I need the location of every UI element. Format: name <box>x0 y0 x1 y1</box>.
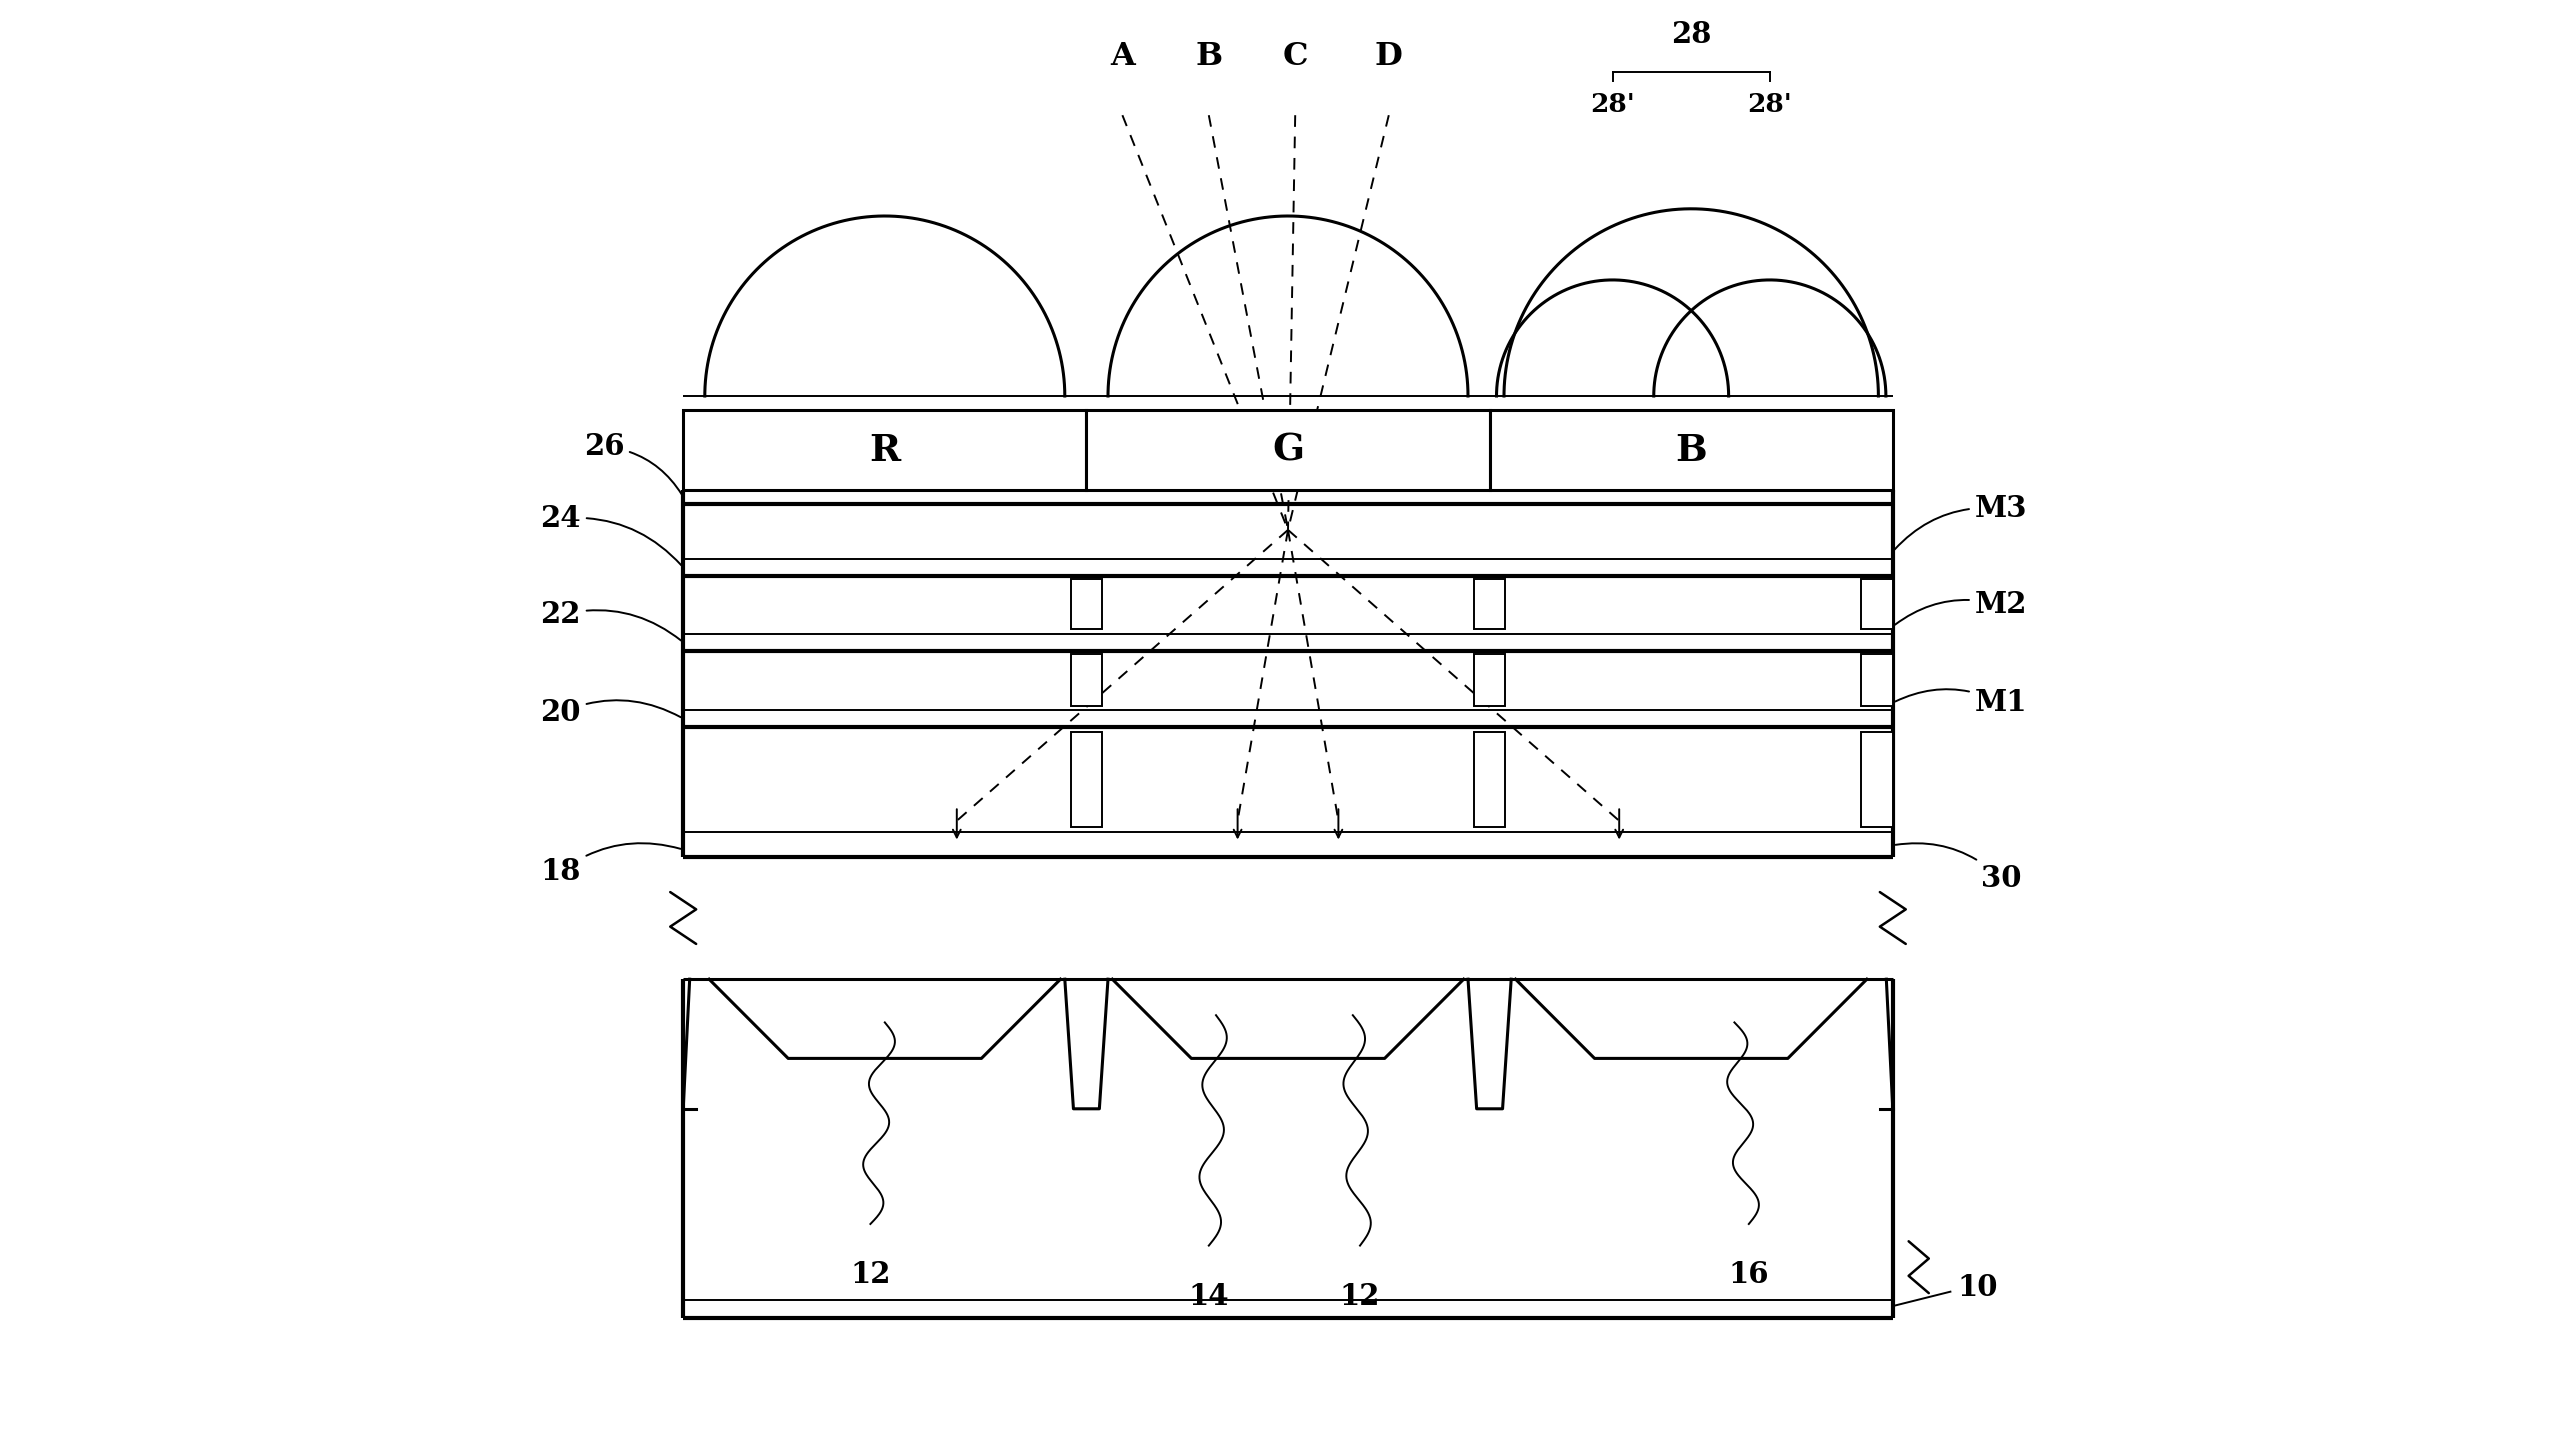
Text: 22: 22 <box>541 600 680 641</box>
Text: A: A <box>1110 40 1136 72</box>
Bar <box>1860 654 1893 706</box>
Text: 20: 20 <box>541 698 680 727</box>
Text: D: D <box>1376 40 1404 72</box>
Bar <box>1072 654 1103 706</box>
Text: M1: M1 <box>1896 688 2027 717</box>
Text: 12: 12 <box>1340 1282 1381 1310</box>
Text: M2: M2 <box>1896 590 2027 625</box>
Text: 16: 16 <box>1728 1260 1770 1289</box>
Text: 28': 28' <box>1589 92 1636 117</box>
Text: 30: 30 <box>1896 844 2022 893</box>
Text: 10: 10 <box>1958 1273 1999 1302</box>
Bar <box>1473 579 1504 629</box>
Bar <box>683 410 1087 490</box>
Text: B: B <box>1674 432 1708 468</box>
Bar <box>1860 579 1893 629</box>
Text: R: R <box>868 432 902 468</box>
Bar <box>1860 732 1893 827</box>
Bar <box>1072 579 1103 629</box>
Text: 24: 24 <box>541 504 680 566</box>
Text: C: C <box>1283 40 1309 72</box>
Text: 12: 12 <box>850 1260 891 1289</box>
Bar <box>1473 654 1504 706</box>
Text: 28: 28 <box>1672 20 1710 49</box>
Bar <box>1087 410 1489 490</box>
Text: 14: 14 <box>1188 1282 1229 1310</box>
Text: G: G <box>1273 432 1303 468</box>
Bar <box>1489 410 1893 490</box>
Bar <box>1072 732 1103 827</box>
Text: 26: 26 <box>585 432 683 494</box>
Bar <box>1473 732 1504 827</box>
Text: 28': 28' <box>1747 92 1793 117</box>
Text: 18: 18 <box>541 844 680 886</box>
Text: M3: M3 <box>1896 494 2027 550</box>
Text: B: B <box>1195 40 1224 72</box>
